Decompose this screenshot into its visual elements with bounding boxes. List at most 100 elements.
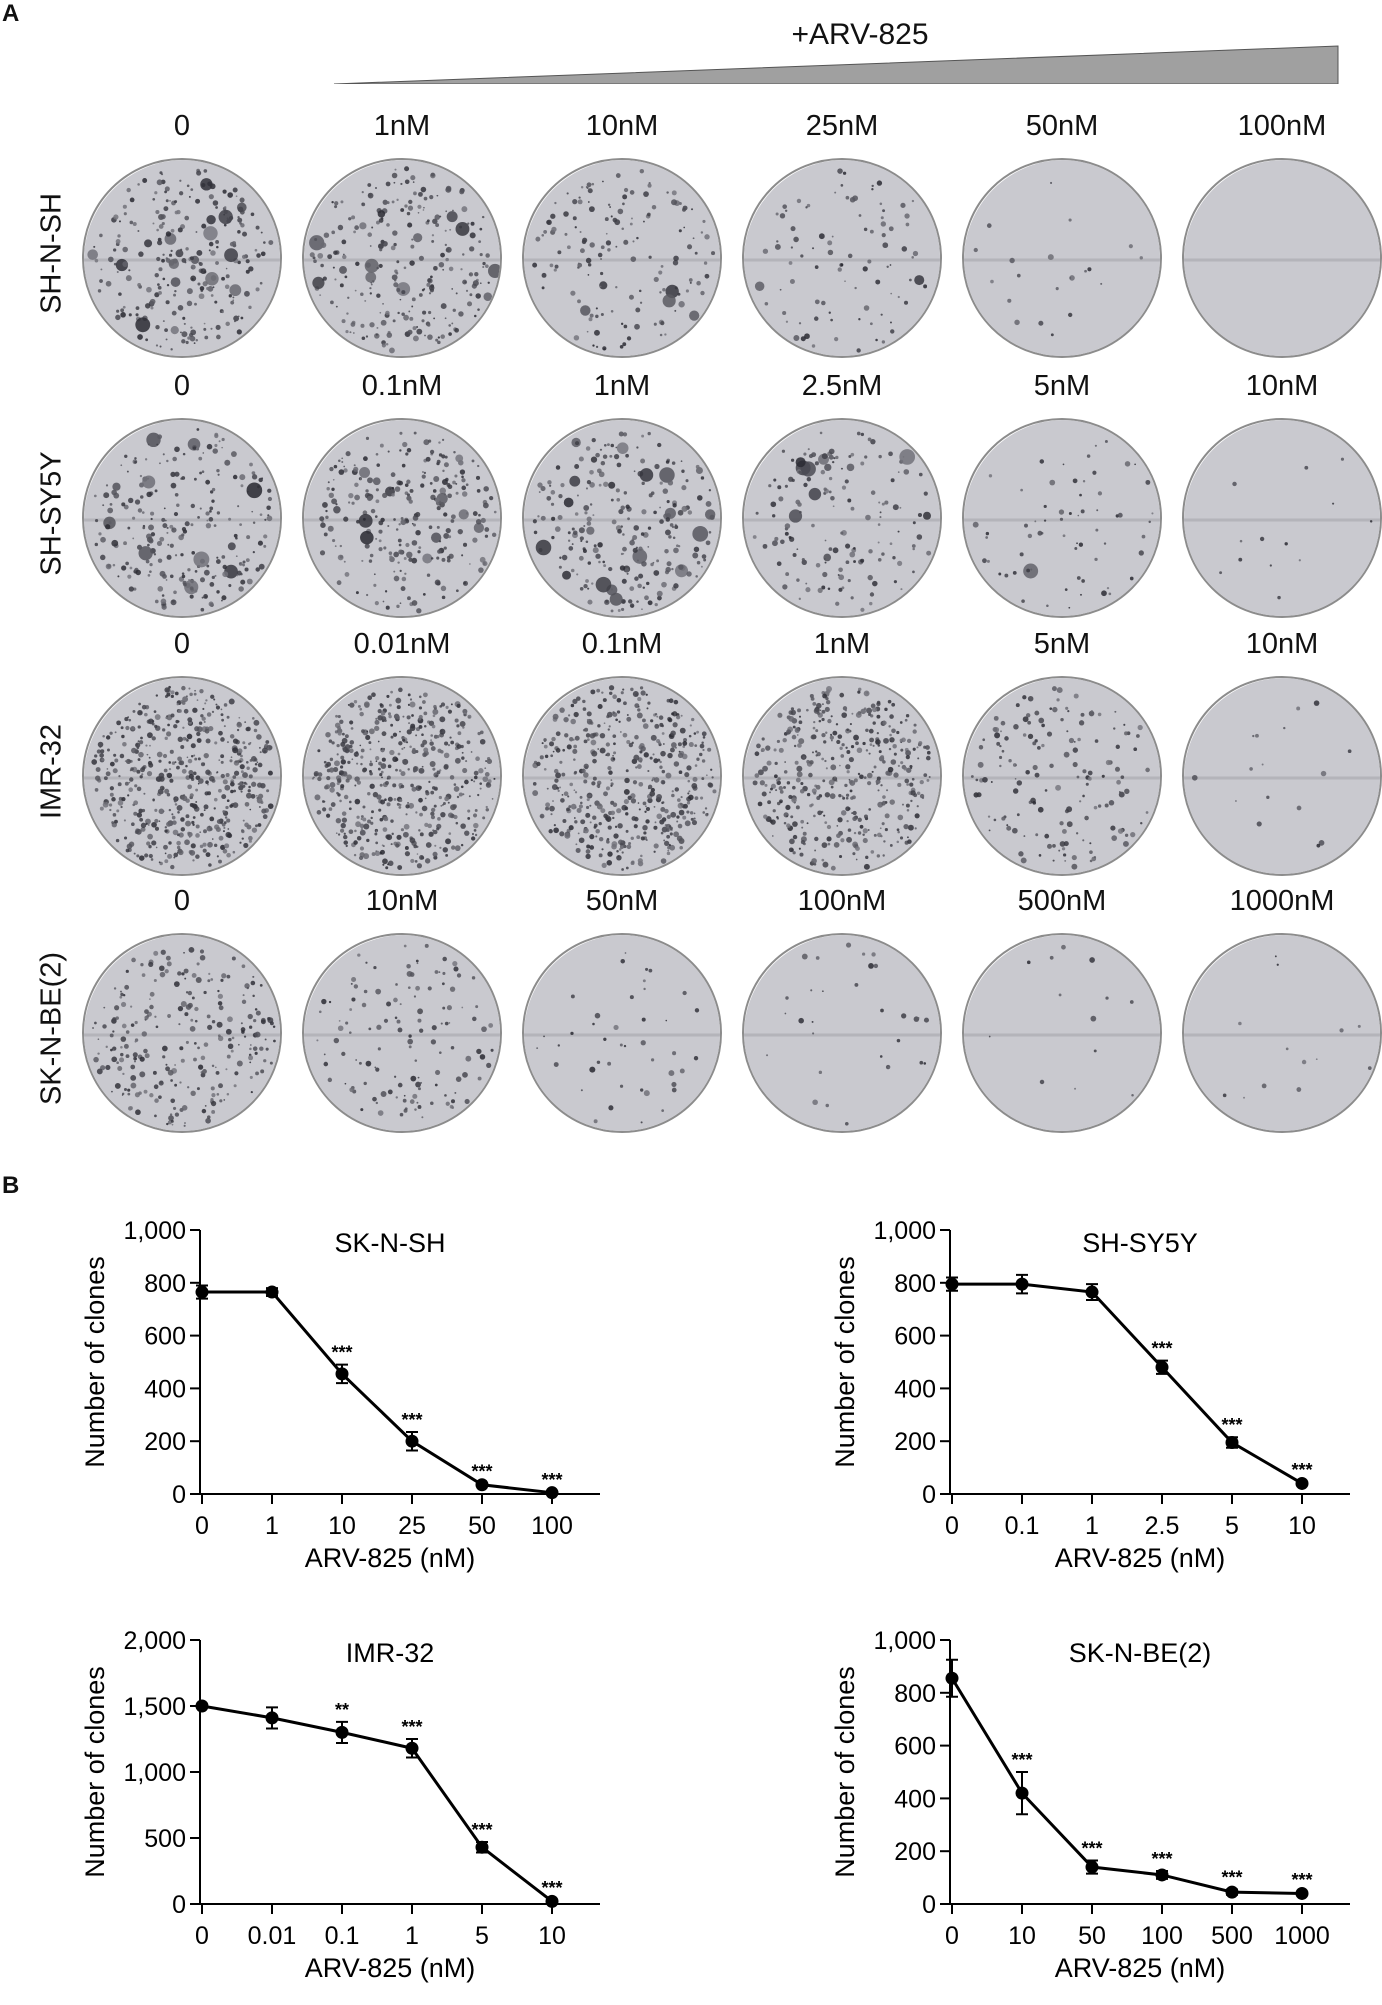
- significance-marker: ***: [541, 1878, 562, 1898]
- dose-label: 10nM: [365, 885, 439, 917]
- y-axis-label: Number of clones: [830, 1666, 860, 1878]
- data-point: [335, 1725, 349, 1739]
- dose-label: 1000nM: [1229, 885, 1335, 917]
- x-tick-label: 0.1: [1005, 1512, 1040, 1540]
- dose-label: 10nM: [585, 110, 659, 142]
- colony-plate: [962, 676, 1162, 876]
- x-tick-label: 0: [195, 1512, 209, 1540]
- significance-marker: ***: [471, 1461, 492, 1481]
- dose-label: 0: [173, 628, 191, 660]
- data-point: [195, 1699, 209, 1713]
- chart-title: SK-N-BE(2): [1069, 1638, 1212, 1668]
- series-line: [201, 1704, 553, 1903]
- colony-plate: [302, 158, 502, 358]
- x-axis-label: ARV-825 (nM): [305, 1543, 476, 1573]
- dose-label: 100nM: [1237, 110, 1327, 142]
- colony-plate: [1182, 418, 1382, 618]
- x-tick-label: 5: [1225, 1512, 1239, 1540]
- colony-plate: [82, 676, 282, 876]
- clone-count-chart: 0 200 400 600 800 1,000 0 10 50 100 500 1000 SK-N-BE…: [780, 1600, 1382, 2000]
- y-tick-label: 1,000: [123, 1759, 186, 1787]
- x-tick-label: 0: [195, 1922, 209, 1950]
- clone-count-chart: 0 200 400 600 800 1,000 0 1 10 25 50 100 SK-N-SH ARV-…: [30, 1190, 670, 1590]
- colony-plate: [82, 418, 282, 618]
- data-point: [1085, 1860, 1099, 1874]
- significance-marker: ***: [331, 1343, 352, 1363]
- x-axis-label: ARV-825 (nM): [1055, 1953, 1226, 1983]
- dose-label: 50nM: [1025, 110, 1099, 142]
- significance-marker: ***: [1291, 1870, 1312, 1890]
- y-tick-label: 400: [144, 1375, 186, 1403]
- x-tick-label: 10: [1008, 1922, 1036, 1950]
- y-tick-label: 800: [144, 1270, 186, 1298]
- series-line: [950, 1677, 1303, 1895]
- x-tick-label: 50: [1078, 1922, 1106, 1950]
- y-tick-label: 400: [894, 1785, 936, 1813]
- colony-plate: [742, 158, 942, 358]
- dose-label: 100nM: [797, 885, 887, 917]
- x-tick-label: 0.01: [248, 1922, 297, 1950]
- x-tick-label: 0: [945, 1922, 959, 1950]
- data-point: [1295, 1476, 1309, 1490]
- colony-plate: [302, 418, 502, 618]
- x-tick-label: 1: [1085, 1512, 1099, 1540]
- x-tick-label: 1: [265, 1512, 279, 1540]
- colony-plate: [522, 676, 722, 876]
- significance-marker: ***: [1011, 1750, 1032, 1770]
- y-tick-label: 200: [894, 1838, 936, 1866]
- y-tick-label: 400: [894, 1375, 936, 1403]
- colony-plate: [82, 158, 282, 358]
- colony-plate: [742, 676, 942, 876]
- clone-count-chart: 0 200 400 600 800 1,000 0 0.1 1 2.5 5 10 SH-SY5Y ARV-…: [780, 1190, 1382, 1590]
- panel-a-letter: A: [2, 0, 20, 27]
- y-tick-label: 200: [894, 1428, 936, 1456]
- y-tick-label: 0: [172, 1481, 186, 1509]
- data-point: [265, 1711, 279, 1725]
- x-tick-label: 10: [328, 1512, 356, 1540]
- cell-line-label: SH-SY5Y: [35, 451, 68, 576]
- data-point: [405, 1434, 419, 1448]
- x-tick-label: 10: [1288, 1512, 1316, 1540]
- colony-plate: [962, 933, 1162, 1133]
- data-point: [1015, 1277, 1029, 1291]
- dose-label: 5nM: [1033, 628, 1091, 660]
- y-tick-label: 200: [144, 1428, 186, 1456]
- significance-marker: ***: [1151, 1339, 1172, 1359]
- colony-plate: [742, 418, 942, 618]
- dose-label: 0: [173, 885, 191, 917]
- y-tick-label: 1,500: [123, 1693, 186, 1721]
- chart-title: SH-SY5Y: [1082, 1228, 1198, 1258]
- data-point: [545, 1486, 559, 1500]
- y-axis-label: Number of clones: [80, 1666, 110, 1878]
- y-tick-label: 0: [172, 1891, 186, 1919]
- y-tick-label: 600: [894, 1323, 936, 1351]
- y-tick-label: 600: [894, 1733, 936, 1761]
- dose-label: 5nM: [1033, 370, 1091, 402]
- significance-marker: ***: [401, 1410, 422, 1430]
- x-tick-label: 50: [468, 1512, 496, 1540]
- x-tick-label: 500: [1211, 1922, 1253, 1950]
- series-line: [202, 1290, 553, 1495]
- dose-label: 0.1nM: [361, 370, 443, 402]
- dose-label: 0.1nM: [581, 628, 663, 660]
- data-point: [195, 1285, 209, 1299]
- cell-line-label: IMR-32: [35, 723, 68, 820]
- data-point: [1155, 1360, 1169, 1374]
- x-axis-label: ARV-825 (nM): [1055, 1543, 1226, 1573]
- colony-plate: [1182, 676, 1382, 876]
- data-point: [945, 1671, 959, 1685]
- data-point: [1225, 1885, 1239, 1899]
- colony-plate: [522, 158, 722, 358]
- cell-line-label: SK-N-BE(2): [35, 951, 68, 1106]
- colony-plate: [82, 933, 282, 1133]
- significance-marker: ***: [1291, 1460, 1312, 1480]
- data-point: [335, 1367, 349, 1381]
- clone-count-chart: 0 500 1,000 1,500 2,000 0 0.01 0.1 1 5 10 IMR-32 ARV…: [30, 1600, 670, 2000]
- data-point: [475, 1840, 489, 1854]
- x-tick-label: 0.1: [325, 1922, 360, 1950]
- y-tick-label: 800: [894, 1680, 936, 1708]
- x-tick-label: 100: [1141, 1922, 1183, 1950]
- colony-plate: [1182, 933, 1382, 1133]
- y-tick-label: 0: [922, 1891, 936, 1919]
- significance-marker: ***: [1151, 1849, 1172, 1869]
